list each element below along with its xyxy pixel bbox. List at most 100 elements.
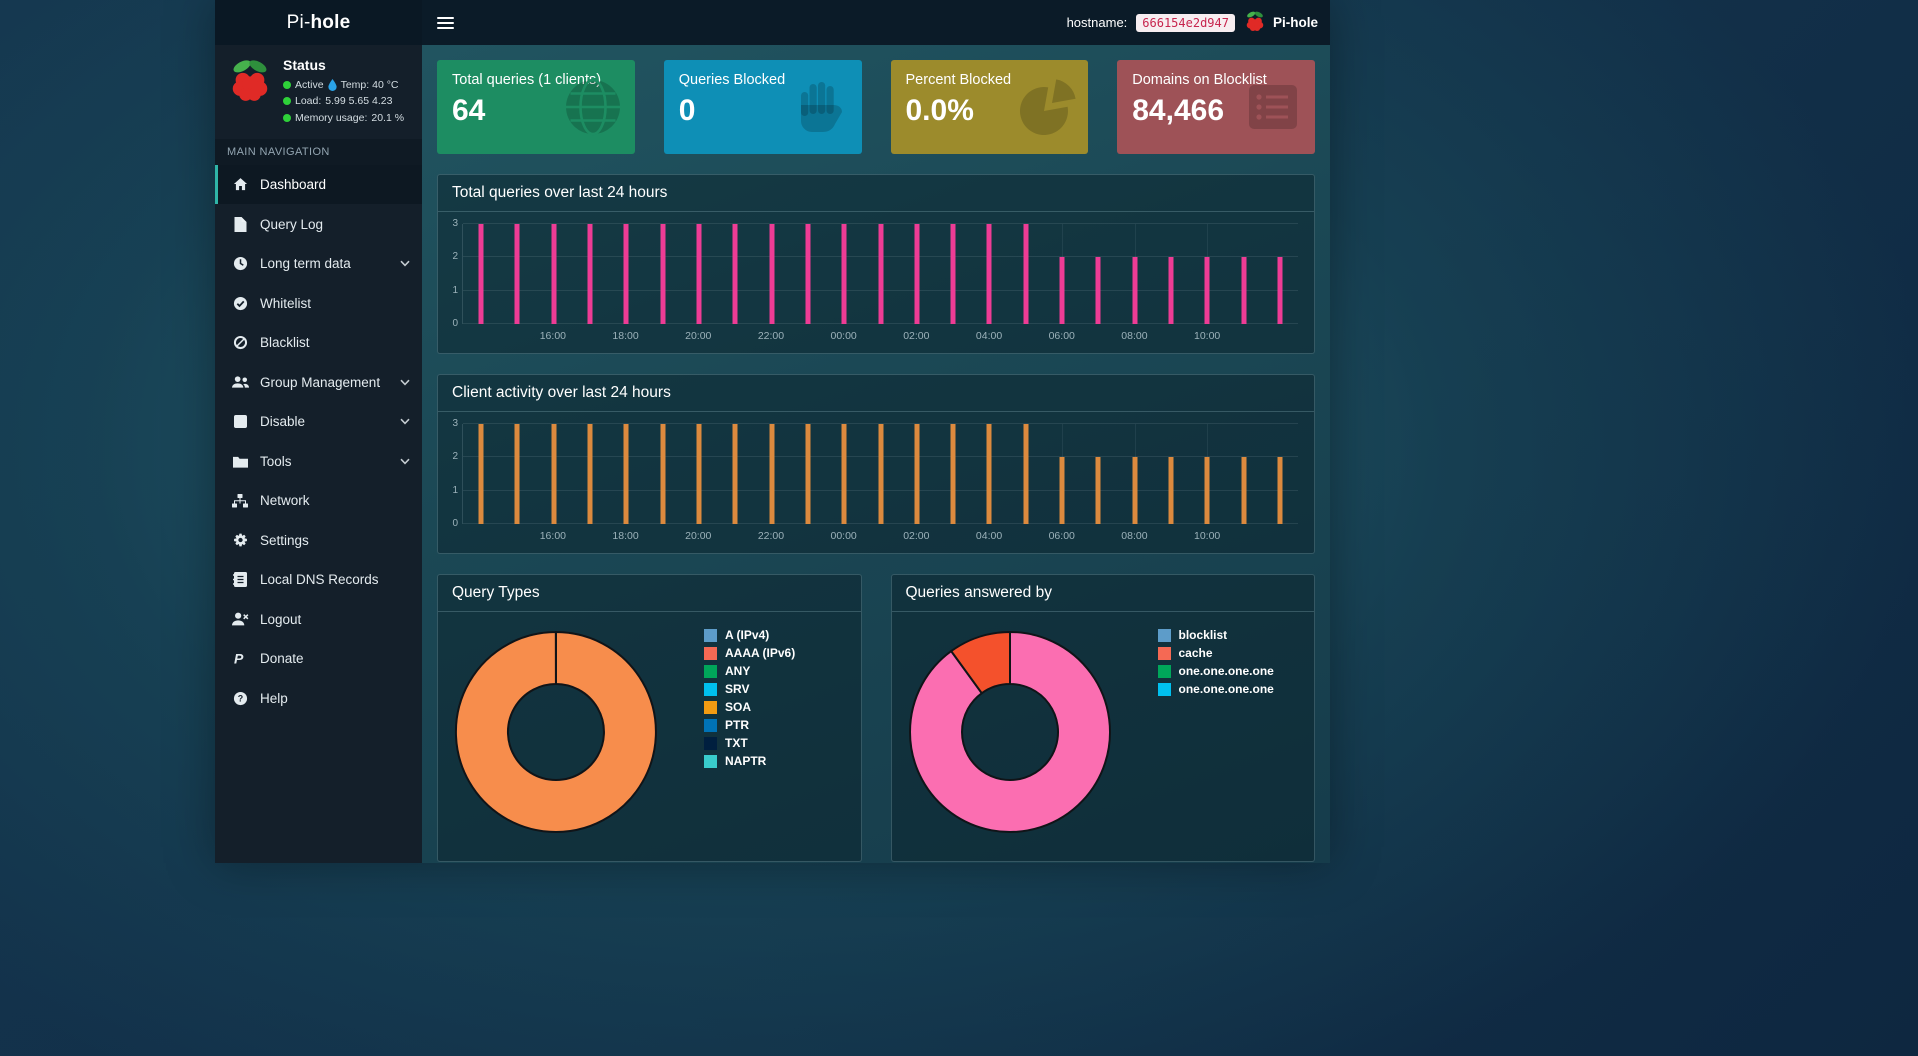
legend-item-soa[interactable]: SOA bbox=[704, 701, 795, 714]
client-activity-panel: Client activity over last 24 hours 0 1 2 3 1… bbox=[437, 374, 1315, 554]
sidebar-section-label: MAIN NAVIGATION bbox=[215, 138, 422, 165]
check-circle-icon bbox=[231, 296, 249, 311]
y-tick-label: 1 bbox=[452, 284, 458, 296]
x-tick-label: 04:00 bbox=[975, 330, 1003, 342]
stat-card-title: Percent Blocked bbox=[905, 72, 1012, 88]
x-tick-label: 06:00 bbox=[1048, 530, 1075, 542]
answered-by-panel: Queries answered by blocklist cache one.on… bbox=[890, 574, 1315, 862]
status-title: Status bbox=[283, 57, 326, 73]
legend-item-one-one-one-one[interactable]: one.one.one.one bbox=[1157, 683, 1274, 696]
bar bbox=[1277, 457, 1283, 524]
legend-item-a-ipv4[interactable]: A (IPv4) bbox=[704, 629, 795, 642]
query-types-chart[interactable]: A (IPv4) AAAA (IPv6) ANY SRV SOA PTR TXT NAPTR bbox=[438, 612, 861, 838]
chevron-down-icon bbox=[400, 418, 410, 425]
legend-item-naptr[interactable]: NAPTR bbox=[704, 755, 795, 768]
bar bbox=[769, 424, 775, 524]
status-dot-icon bbox=[283, 113, 291, 122]
status-row: Active Temp: 40 °C bbox=[283, 77, 404, 93]
stat-card-title: Total queries (1 clients) bbox=[452, 72, 602, 88]
sidebar-toggle-button[interactable] bbox=[422, 0, 468, 45]
total-queries-chart[interactable]: 0 1 2 3 16:00 18:00 20:00 22:00 00:00 02:00 04:00 0… bbox=[438, 212, 1314, 348]
sidebar-item-label: Logout bbox=[260, 611, 302, 627]
bar bbox=[1132, 457, 1138, 524]
query-types-panel-title: Query Types bbox=[438, 575, 861, 612]
legend-item-ptr[interactable]: PTR bbox=[704, 719, 795, 732]
client-activity-chart[interactable]: 0 1 2 3 16:00 18:00 20:00 22:00 00:00 02:00 04:00 0… bbox=[438, 412, 1314, 548]
brand-logo[interactable]: Pi-hole bbox=[215, 0, 422, 45]
network-icon bbox=[231, 493, 249, 508]
sidebar-item-long-term-data[interactable]: Long term data bbox=[215, 244, 422, 284]
stat-card-queries-blocked: Queries Blocked 0 bbox=[663, 60, 862, 154]
temperature-droplet-icon bbox=[327, 79, 337, 92]
x-tick-label: 06:00 bbox=[1048, 330, 1075, 342]
legend-item-any[interactable]: ANY bbox=[704, 665, 795, 678]
legend-label: blocklist bbox=[1178, 628, 1228, 642]
status-row: Memory usage: 20.1 % bbox=[283, 110, 404, 126]
answered-by-donut[interactable] bbox=[904, 626, 1116, 838]
legend-item-one-one-one-one[interactable]: one.one.one.one bbox=[1157, 664, 1274, 678]
bar bbox=[623, 424, 629, 524]
main-content: Total queries (1 clients) 64 Queries Block… bbox=[422, 45, 1330, 863]
sidebar-item-disable[interactable]: Disable bbox=[215, 402, 422, 442]
y-tick-label: 2 bbox=[452, 451, 458, 463]
status-dot-icon bbox=[283, 81, 291, 90]
legend-item-aaaa-ipv6[interactable]: AAAA (IPv6) bbox=[704, 647, 795, 660]
user-menu[interactable]: Pi-hole bbox=[1244, 10, 1318, 35]
sidebar-item-blacklist[interactable]: Blacklist bbox=[215, 323, 422, 363]
sidebar-item-whitelist[interactable]: Whitelist bbox=[215, 283, 422, 323]
bar bbox=[841, 424, 847, 524]
sidebar-item-donate[interactable]: P Donate bbox=[215, 639, 422, 679]
chart-plot-wrap: 16:00 18:00 20:00 22:00 00:00 02:00 04:00 06:00… bbox=[462, 223, 1298, 346]
x-tick-label: 00:00 bbox=[830, 330, 857, 342]
legend-swatch bbox=[704, 647, 717, 660]
bar bbox=[805, 224, 811, 324]
x-tick-label: 04:00 bbox=[975, 530, 1003, 542]
pihole-logo-icon bbox=[227, 57, 273, 108]
bar bbox=[1241, 457, 1247, 524]
hand-icon bbox=[788, 75, 852, 139]
legend-label: SOA bbox=[725, 700, 752, 714]
legend-item-cache[interactable]: cache bbox=[1157, 646, 1274, 660]
legend-swatch bbox=[704, 629, 717, 642]
sidebar-nav: Dashboard Query Log Long term data Whitelis… bbox=[215, 164, 422, 718]
sidebar-item-label: Dashboard bbox=[260, 177, 327, 193]
donut-slice[interactable] bbox=[454, 630, 657, 833]
legend-label: cache bbox=[1178, 646, 1213, 660]
stat-card-title: Queries Blocked bbox=[678, 72, 786, 88]
bar bbox=[514, 424, 520, 524]
bar bbox=[696, 224, 702, 324]
legend-item-txt[interactable]: TXT bbox=[704, 737, 795, 750]
status-value: 20.1 % bbox=[371, 111, 405, 124]
legend-label: SRV bbox=[725, 682, 750, 696]
donut-slice[interactable] bbox=[949, 630, 1011, 695]
bar bbox=[623, 224, 629, 324]
bar bbox=[878, 224, 883, 324]
donut-slice[interactable] bbox=[908, 630, 1111, 833]
chart-plot-wrap: 16:00 18:00 20:00 22:00 00:00 02:00 04:00 06:00… bbox=[462, 423, 1298, 546]
legend-item-srv[interactable]: SRV bbox=[704, 683, 795, 696]
plot-area bbox=[462, 223, 1298, 324]
sidebar-item-settings[interactable]: Settings bbox=[215, 520, 422, 560]
stat-card-percent-blocked: Percent Blocked 0.0% bbox=[890, 60, 1089, 154]
bar bbox=[1059, 257, 1065, 324]
sidebar-item-local-dns-records[interactable]: Local DNS Records bbox=[215, 560, 422, 600]
sidebar-item-dashboard[interactable]: Dashboard bbox=[215, 164, 422, 205]
legend-swatch bbox=[1157, 665, 1171, 678]
legend-item-blocklist[interactable]: blocklist bbox=[1157, 628, 1274, 642]
answered-by-chart[interactable]: blocklist cache one.one.one.one one.one.one… bbox=[892, 612, 1315, 838]
sidebar-item-group-management[interactable]: Group Management bbox=[215, 362, 422, 402]
legend-label: one.one.one.one bbox=[1178, 664, 1274, 678]
x-tick-label: 10:00 bbox=[1193, 330, 1221, 342]
sidebar-item-query-log[interactable]: Query Log bbox=[215, 204, 422, 244]
sidebar-item-logout[interactable]: Logout bbox=[215, 599, 422, 639]
sidebar-item-network[interactable]: Network bbox=[215, 481, 422, 521]
x-tick-label: 08:00 bbox=[1121, 530, 1148, 542]
legend-swatch bbox=[1157, 629, 1171, 642]
sidebar-item-tools[interactable]: Tools bbox=[215, 441, 422, 481]
y-axis: 0 1 2 3 bbox=[446, 218, 462, 329]
bar bbox=[950, 224, 956, 324]
client-activity-panel-title: Client activity over last 24 hours bbox=[438, 375, 1314, 412]
legend-label: A (IPv4) bbox=[725, 628, 770, 642]
query-types-donut[interactable] bbox=[450, 626, 662, 838]
sidebar-item-help[interactable]: ? Help bbox=[215, 678, 422, 718]
